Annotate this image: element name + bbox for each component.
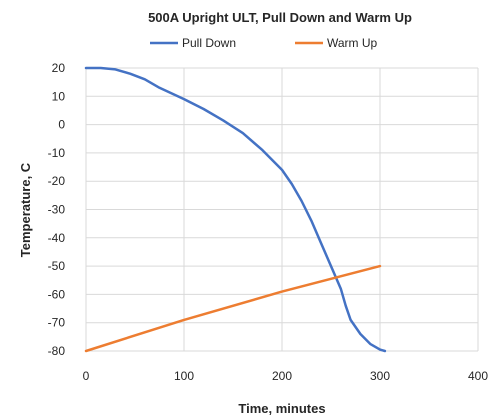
y-tick-label: 20	[52, 61, 66, 75]
y-tick-label: -70	[48, 316, 66, 330]
y-tick-label: -30	[48, 203, 66, 217]
y-tick-label: -20	[48, 174, 66, 188]
legend: Pull Down Warm Up	[150, 36, 378, 50]
series-line-pull-down	[84, 66, 387, 353]
gridlines	[85, 67, 479, 352]
legend-label-warm-up: Warm Up	[327, 36, 378, 50]
y-tick-label: -10	[48, 146, 66, 160]
x-tick-label: 100	[174, 369, 194, 383]
y-tick-label: -80	[48, 344, 66, 358]
y-axis-title: Temperature, C	[18, 162, 33, 257]
y-tick-label: -50	[48, 259, 66, 273]
y-tick-label: -60	[48, 287, 66, 301]
x-axis-tick-labels: 0 100 200 300 400	[83, 369, 489, 383]
x-tick-label: 300	[370, 369, 390, 383]
x-axis-title: Time, minutes	[238, 401, 325, 416]
chart-title: 500A Upright ULT, Pull Down and Warm Up	[148, 10, 412, 25]
y-axis-tick-labels: 20 10 0 -10 -20 -30 -40 -50 -60 -70 -80	[48, 61, 66, 358]
y-tick-label: 10	[52, 89, 66, 103]
y-tick-label: -40	[48, 231, 66, 245]
x-tick-label: 200	[272, 369, 292, 383]
y-tick-label: 0	[58, 118, 65, 132]
series-line-warm-up	[84, 264, 382, 353]
x-tick-label: 0	[83, 369, 90, 383]
plot-series	[84, 66, 387, 353]
legend-label-pull-down: Pull Down	[182, 36, 236, 50]
x-tick-label: 400	[468, 369, 488, 383]
